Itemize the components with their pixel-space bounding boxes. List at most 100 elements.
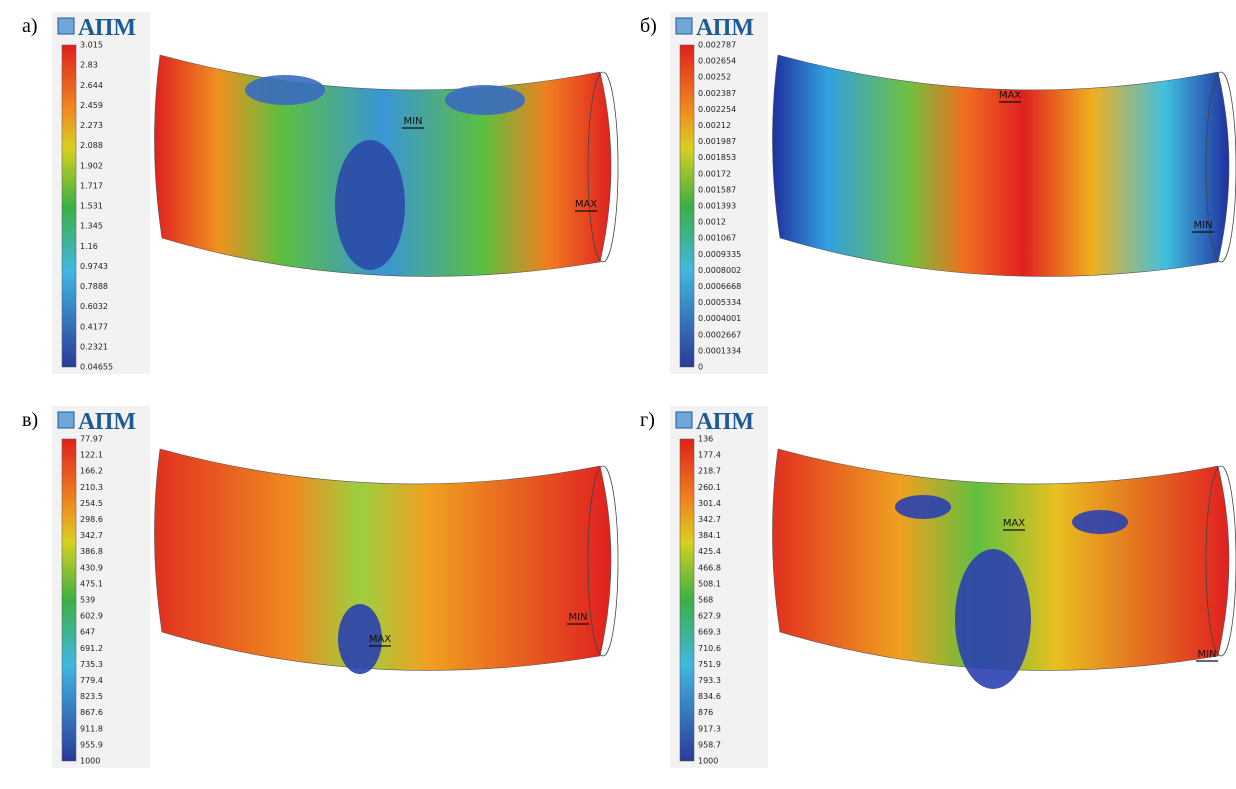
tube xyxy=(772,55,1229,276)
legend-value: 876 xyxy=(698,708,713,717)
legend-value: 386.8 xyxy=(80,547,103,556)
legend-value: 0.001393 xyxy=(698,202,736,211)
legend-value: 0.002787 xyxy=(698,41,736,50)
legend-value: 793.3 xyxy=(698,676,721,685)
legend-value: 218.7 xyxy=(698,467,721,476)
legend-value: 917.3 xyxy=(698,724,721,733)
logo-icon xyxy=(58,412,74,428)
legend-value: 0 xyxy=(698,363,703,372)
marker-label: MIN xyxy=(568,612,587,623)
legend-value: 0.9743 xyxy=(80,262,108,271)
legend-value: 3.015 xyxy=(80,41,103,50)
legend-value: 260.1 xyxy=(698,483,721,492)
legend-value: 0.001987 xyxy=(698,137,736,146)
marker-label: MIN xyxy=(403,116,422,127)
color-bar xyxy=(62,439,76,761)
marker-label: MAX xyxy=(369,634,391,645)
legend-value: 834.6 xyxy=(698,692,721,701)
legend-value: 77.97 xyxy=(80,435,103,444)
legend-value: 0.6032 xyxy=(80,302,108,311)
legend-value: 0.0001334 xyxy=(698,346,741,355)
panel-label: г) xyxy=(640,409,655,431)
marker-label: MAX xyxy=(999,90,1021,101)
legend-value: 1.16 xyxy=(80,242,98,251)
logo: АПМ xyxy=(696,15,754,41)
color-bar xyxy=(680,45,694,367)
stress-zone xyxy=(955,549,1031,689)
logo: АПМ xyxy=(78,15,136,41)
legend-value: 1000 xyxy=(698,757,718,766)
legend-value: 301.4 xyxy=(698,499,721,508)
legend-value: 0.00212 xyxy=(698,121,731,130)
logo-icon xyxy=(58,18,74,34)
panel: а)АПМ3.0152.832.6442.4592.2732.0881.9021… xyxy=(22,12,618,374)
legend-value: 466.8 xyxy=(698,563,721,572)
stress-zone xyxy=(445,85,525,115)
legend-value: 0.0009335 xyxy=(698,250,741,259)
legend-value: 0.002254 xyxy=(698,105,736,114)
legend-value: 627.9 xyxy=(698,612,721,621)
legend-value: 1.531 xyxy=(80,202,103,211)
legend-value: 958.7 xyxy=(698,740,721,749)
color-bar xyxy=(62,45,76,367)
legend-value: 166.2 xyxy=(80,467,103,476)
legend-value: 0.00252 xyxy=(698,73,731,82)
logo: АПМ xyxy=(78,409,136,435)
legend-value: 867.6 xyxy=(80,708,103,717)
legend-value: 508.1 xyxy=(698,579,721,588)
panel: в)АПМ77.97122.1166.2210.3254.5298.6342.7… xyxy=(22,406,618,768)
legend-value: 0.0004001 xyxy=(698,314,741,323)
legend-value: 0.001853 xyxy=(698,153,736,162)
legend-value: 0.2321 xyxy=(80,342,108,351)
legend-value: 1.717 xyxy=(80,181,103,190)
legend-value: 2.273 xyxy=(80,121,103,130)
legend-value: 0.0006668 xyxy=(698,282,741,291)
legend-value: 647 xyxy=(80,628,95,637)
legend-value: 1.345 xyxy=(80,222,103,231)
legend-value: 254.5 xyxy=(80,499,103,508)
legend-value: 823.5 xyxy=(80,692,103,701)
legend-value: 1000 xyxy=(80,757,100,766)
legend-value: 430.9 xyxy=(80,563,103,572)
figure: а)АПМ3.0152.832.6442.4592.2732.0881.9021… xyxy=(0,0,1236,789)
legend-value: 955.9 xyxy=(80,740,103,749)
legend-value: 384.1 xyxy=(698,531,721,540)
legend-value: 122.1 xyxy=(80,451,103,460)
legend-value: 568 xyxy=(698,596,713,605)
legend-value: 1.902 xyxy=(80,161,103,170)
legend-value: 0.7888 xyxy=(80,282,108,291)
color-bar xyxy=(680,439,694,761)
legend-value: 710.6 xyxy=(698,644,721,653)
panel-label: в) xyxy=(22,409,38,431)
legend-value: 0.0005334 xyxy=(698,298,741,307)
legend-value: 0.00172 xyxy=(698,169,731,178)
logo: АПМ xyxy=(696,409,754,435)
stress-zone xyxy=(245,75,325,105)
legend-value: 0.002654 xyxy=(698,57,736,66)
legend-value: 669.3 xyxy=(698,628,721,637)
legend-value: 911.8 xyxy=(80,724,103,733)
legend-value: 298.6 xyxy=(80,515,103,524)
legend-value: 475.1 xyxy=(80,579,103,588)
legend-value: 539 xyxy=(80,596,95,605)
panel: г)АПМ136177.4218.7260.1301.4342.7384.142… xyxy=(640,406,1236,768)
marker-label: MAX xyxy=(575,199,597,210)
logo-icon xyxy=(676,18,692,34)
legend-value: 2.459 xyxy=(80,101,103,110)
legend-value: 602.9 xyxy=(80,612,103,621)
marker-label: MIN xyxy=(1193,220,1212,231)
stress-zone xyxy=(895,495,951,519)
legend-value: 425.4 xyxy=(698,547,721,556)
legend-value: 0.0008002 xyxy=(698,266,741,275)
legend-value: 0.001587 xyxy=(698,185,736,194)
legend-value: 0.0012 xyxy=(698,218,726,227)
legend-value: 2.83 xyxy=(80,61,98,70)
panel-label: б) xyxy=(640,15,657,37)
legend-value: 0.4177 xyxy=(80,322,108,331)
legend-value: 2.088 xyxy=(80,141,103,150)
marker-label: MIN xyxy=(1197,649,1216,660)
panel-label: а) xyxy=(22,15,38,37)
legend-value: 0.002387 xyxy=(698,89,736,98)
legend-value: 779.4 xyxy=(80,676,103,685)
